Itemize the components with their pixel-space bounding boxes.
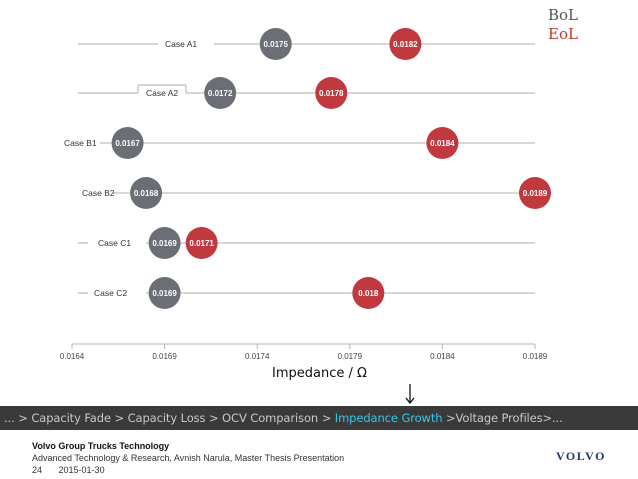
- data-label-eol: 0.018: [358, 289, 379, 298]
- nav-item: > Capacity Loss: [114, 411, 209, 425]
- legend: BoL EoL: [548, 6, 578, 44]
- data-label-eol: 0.0184: [430, 139, 455, 148]
- footer-meta: 24 2015-01-30: [32, 464, 344, 476]
- x-tick-label: 0.0189: [523, 352, 548, 361]
- data-label-bol: 0.0169: [152, 289, 177, 298]
- x-tick-label: 0.0174: [245, 352, 270, 361]
- data-label-bol: 0.0169: [152, 239, 177, 248]
- row-label: Case A1: [165, 39, 197, 49]
- data-label-bol: 0.0167: [115, 139, 140, 148]
- data-label-eol: 0.0171: [189, 239, 214, 248]
- data-label-eol: 0.0182: [393, 40, 418, 49]
- data-label-eol: 0.0189: [523, 189, 548, 198]
- row-label: Case B2: [82, 188, 115, 198]
- nav-item: >Voltage Profiles>...: [442, 411, 563, 425]
- point-eol: [519, 177, 551, 209]
- row-label: Case C1: [98, 238, 131, 248]
- nav-item: ...: [4, 411, 19, 425]
- point-eol: [352, 277, 385, 309]
- x-tick-label: 0.0169: [152, 352, 177, 361]
- footer-date: 2015-01-30: [58, 465, 105, 475]
- x-axis-title: Impedance / Ω: [272, 366, 367, 381]
- footer-org: Volvo Group Trucks Technology: [32, 441, 170, 451]
- point-bol: [130, 177, 163, 209]
- point-eol: [185, 227, 218, 259]
- point-bol: [204, 77, 237, 109]
- nav-item: > Capacity Fade: [18, 411, 115, 425]
- footer-subtitle: Advanced Technology & Research, Avnish N…: [32, 453, 345, 463]
- nav-item: > OCV Comparison: [208, 411, 322, 425]
- down-arrow-icon: [405, 384, 415, 404]
- nav-item: >: [321, 411, 335, 425]
- x-tick-label: 0.0179: [338, 352, 363, 361]
- point-eol: [389, 28, 422, 60]
- point-bol: [111, 127, 144, 159]
- footer: Volvo Group Trucks Technology Advanced T…: [32, 440, 344, 476]
- legend-eol: EoL: [548, 25, 578, 43]
- row-label: Case C2: [94, 288, 127, 298]
- point-bol: [148, 227, 181, 259]
- data-label-bol: 0.0168: [134, 189, 159, 198]
- x-tick-label: 0.0164: [60, 352, 85, 361]
- point-eol: [426, 127, 459, 159]
- nav-item-current: Impedance Growth: [334, 411, 443, 425]
- data-label-bol: 0.0172: [208, 89, 233, 98]
- point-bol: [259, 28, 292, 60]
- data-label-eol: 0.0178: [319, 89, 344, 98]
- impedance-chart: 0.0164 0.0169 0.0174 0.0179 0.0184 0.0189 Case…: [60, 28, 551, 361]
- point-bol: [148, 277, 181, 309]
- page-number: 24: [32, 465, 43, 475]
- legend-bol: BoL: [548, 6, 579, 24]
- data-label-bol: 0.0175: [263, 40, 288, 49]
- row-label: Case A2: [146, 88, 178, 98]
- breadcrumb-nav: ... > Capacity Fade > Capacity Loss > OC…: [0, 406, 638, 430]
- point-eol: [315, 77, 348, 109]
- volvo-logo: VOLVO: [556, 449, 606, 463]
- x-tick-label: 0.0184: [430, 352, 455, 361]
- row-label: Case B1: [64, 138, 97, 148]
